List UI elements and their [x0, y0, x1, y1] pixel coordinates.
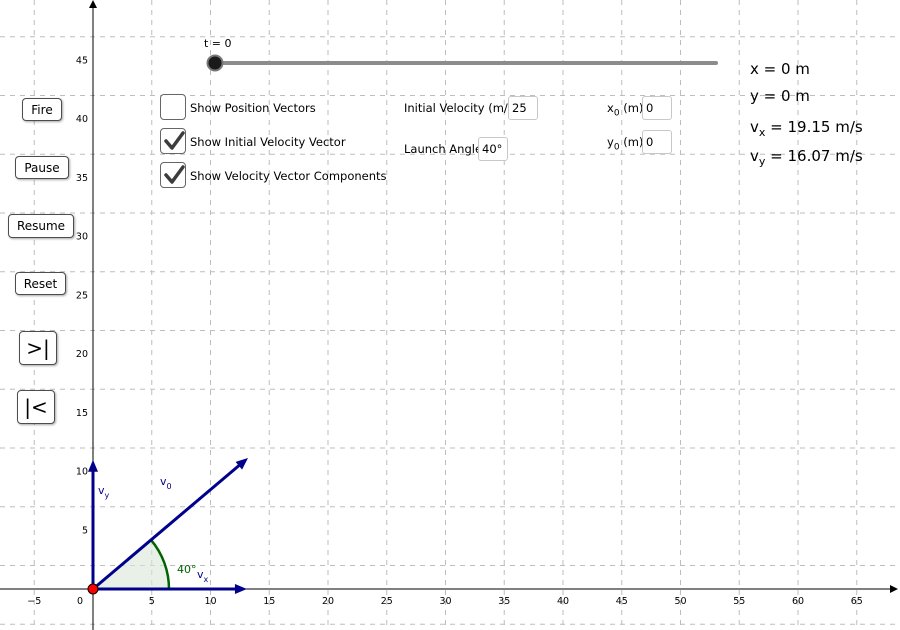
y-tick-labels: 5 10 15 20 25 30 35 40 45 [76, 55, 88, 536]
x-tick-label: −5 [27, 596, 41, 607]
launch-point[interactable] [87, 583, 99, 595]
x-tick-label: 15 [263, 596, 275, 607]
pause-button[interactable]: Pause [15, 156, 69, 179]
x-tick-labels: −5 0 5 10 15 20 25 30 35 40 45 50 55 60 65 [27, 596, 863, 607]
v0-label: v0 [160, 475, 172, 491]
y-tick-label: 15 [76, 408, 88, 419]
y-tick-label: 30 [76, 232, 88, 243]
launch-angle-sector [93, 540, 169, 589]
fire-button[interactable]: Fire [22, 98, 62, 121]
x0-label: x0 (m) [607, 101, 644, 119]
y0-input[interactable]: 0 [642, 130, 672, 154]
resume-button[interactable]: Resume [8, 214, 74, 238]
v0-arrowhead [235, 458, 248, 470]
y-axis-arrow [89, 0, 97, 8]
y-tick-label: 45 [76, 55, 88, 66]
time-slider-label: t = 0 [204, 37, 232, 50]
step-forward-button[interactable]: >| [19, 331, 57, 365]
time-slider-thumb[interactable] [206, 54, 224, 72]
checkmark-icon [164, 165, 185, 184]
y-tick-label: 20 [76, 349, 88, 360]
show-initial-velocity-vector-checkbox[interactable] [160, 128, 186, 154]
x0-input[interactable]: 0 [642, 96, 672, 120]
y-tick-label: 25 [76, 290, 88, 301]
launch-angle-input[interactable]: 40° [478, 137, 508, 161]
x-tick-label: 25 [381, 596, 393, 607]
x-tick-label: 30 [439, 596, 451, 607]
checkmark-icon [164, 131, 185, 150]
initial-velocity-label: Initial Velocity (m/s) [404, 101, 519, 115]
vx-arrowhead [234, 584, 247, 594]
show-position-vectors-label: Show Position Vectors [190, 101, 316, 115]
y-tick-label: 35 [76, 173, 88, 184]
x-tick-label: 60 [792, 596, 804, 607]
vy-readout: vy = 16.07 m/s [750, 147, 863, 168]
launch-angle-label: Launch Angle [404, 142, 483, 156]
x-tick-label: 10 [204, 596, 216, 607]
x-tick-label: 40 [557, 596, 569, 607]
vy-arrowhead [88, 459, 98, 472]
vy-label: vy [98, 484, 110, 500]
show-velocity-components-label: Show Velocity Vector Components [190, 169, 387, 183]
initial-velocity-vector[interactable] [92, 461, 243, 591]
angle-label: 40° [177, 563, 197, 576]
y-position-readout: y = 0 m [750, 87, 810, 105]
x-tick-label: 5 [149, 596, 155, 607]
y-tick-label: 5 [82, 525, 88, 536]
initial-velocity-input[interactable]: 25 [508, 96, 538, 120]
x-tick-label: 35 [498, 596, 510, 607]
vx-label: vx [197, 568, 209, 584]
reset-button[interactable]: Reset [15, 272, 66, 295]
x-tick-label: 0 [77, 596, 83, 607]
x-tick-label: 20 [322, 596, 334, 607]
y-tick-label: 40 [76, 114, 88, 125]
x-position-readout: x = 0 m [750, 60, 810, 78]
x-axis-arrow [890, 585, 898, 593]
show-position-vectors-checkbox[interactable] [160, 94, 186, 120]
show-velocity-components-checkbox[interactable] [160, 162, 186, 188]
x-tick-label: 65 [851, 596, 863, 607]
y-tick-label: 10 [76, 467, 88, 478]
show-initial-velocity-vector-label: Show Initial Velocity Vector [190, 135, 346, 149]
x-tick-label: 50 [674, 596, 686, 607]
x-tick-label: 45 [616, 596, 628, 607]
step-back-button[interactable]: |< [17, 390, 55, 424]
vx-readout: vx = 19.15 m/s [750, 118, 863, 139]
launch-angle-arc [150, 539, 171, 590]
y0-label: y0 (m) [607, 135, 644, 153]
x-tick-label: 55 [733, 596, 745, 607]
